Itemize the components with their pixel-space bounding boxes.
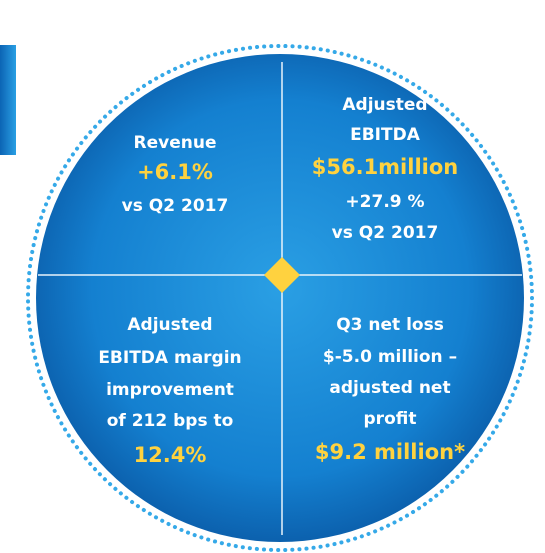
quadrant-line: EBITDA: [350, 125, 421, 145]
dotted-ring: [26, 44, 534, 552]
quadrant-line: vs Q2 2017: [332, 223, 439, 243]
quadrant-line: $-5.0 million –: [323, 347, 457, 367]
quadrant-line: Q3 net loss: [336, 315, 444, 335]
quadrant-line: adjusted net: [329, 378, 450, 398]
quadrant-line: $56.1million: [312, 155, 458, 179]
quadrant-line: Revenue: [134, 133, 217, 153]
circle: [36, 54, 524, 542]
quadrant-line: 12.4%: [134, 443, 207, 467]
quadrant-line: of 212 bps to: [107, 411, 234, 431]
quadrant-line: vs Q2 2017: [122, 196, 229, 216]
side-bar: [0, 45, 16, 155]
quadrant-line: $9.2 million*: [315, 440, 465, 464]
quadrant-line: Adjusted: [127, 315, 212, 335]
quadrant-line: EBITDA margin: [98, 348, 241, 368]
quadrant-texts: Revenue +6.1% vs Q2 2017 Adjusted EBITDA $56.…: [98, 95, 465, 467]
center-diamond: [264, 257, 300, 293]
quadrant-line: +27.9 %: [345, 192, 424, 212]
quadrant-line: improvement: [106, 380, 234, 400]
quadrant-line: profit: [364, 409, 417, 429]
quadrant-line: +6.1%: [137, 160, 213, 184]
quadrant-line: Adjusted: [342, 95, 427, 115]
